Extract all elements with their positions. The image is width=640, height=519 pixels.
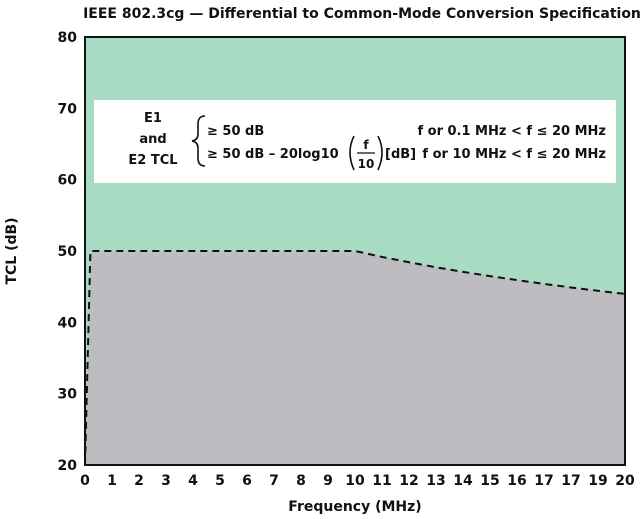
fraction-numerator: f xyxy=(363,138,369,152)
x-tick-label: 15 xyxy=(480,473,499,489)
x-axis-label: Frequency (MHz) xyxy=(288,499,421,515)
x-tick-label: 2 xyxy=(134,473,144,489)
row2-formula: ≥ 50 dB – 20log10 xyxy=(207,147,339,162)
fail-region xyxy=(85,251,625,465)
x-tick-label: 10 xyxy=(345,473,365,489)
y-tick-label: 30 xyxy=(58,387,78,403)
x-tick-label: 17 xyxy=(561,473,580,489)
x-tick-label: 3 xyxy=(161,473,171,489)
y-tick-label: 70 xyxy=(58,101,78,117)
annotation-label-1: E1 xyxy=(144,111,162,126)
y-tick-label: 50 xyxy=(58,244,78,260)
chart-title: IEEE 802.3cg — Differential to Common-Mo… xyxy=(83,6,640,22)
x-tick-label: 12 xyxy=(399,473,418,489)
x-tick-label: 7 xyxy=(269,473,279,489)
limit-line xyxy=(84,250,626,466)
annotation-label-2: and xyxy=(139,132,166,147)
x-tick-label: 17 xyxy=(534,473,553,489)
fraction-denominator: 10 xyxy=(358,157,375,171)
x-tick-label: 1 xyxy=(107,473,117,489)
y-tick-label: 60 xyxy=(58,173,78,189)
x-tick-label: 4 xyxy=(188,473,198,489)
y-tick-label: 20 xyxy=(58,458,78,474)
x-tick-label: 6 xyxy=(242,473,252,489)
paren-left xyxy=(349,135,355,171)
y-tick-label: 40 xyxy=(58,315,78,331)
annotation-box xyxy=(94,100,616,183)
x-tick-label: 8 xyxy=(296,473,306,489)
x-tick-label: 5 xyxy=(215,473,225,489)
formula-annotation: E1 and E2 TCL ≥ 50 dB f or 0.1 MHz < f ≤… xyxy=(94,100,616,183)
x-tick-label: 16 xyxy=(507,473,526,489)
paren-right xyxy=(377,135,383,171)
x-tick-label: 19 xyxy=(588,473,607,489)
x-tick-label: 14 xyxy=(453,473,473,489)
x-tick-label: 9 xyxy=(323,473,333,489)
y-tick-label: 80 xyxy=(58,30,78,46)
x-tick-label: 20 xyxy=(615,473,635,489)
brace-icon xyxy=(191,115,206,167)
row2-condition: f or 10 MHz < f ≤ 20 MHz xyxy=(422,147,606,162)
x-tick-label: 13 xyxy=(426,473,445,489)
x-tick-label: 11 xyxy=(372,473,391,489)
x-tick-label: 0 xyxy=(80,473,90,489)
y-axis-label: TCL (dB) xyxy=(4,217,20,284)
row1-formula: ≥ 50 dB xyxy=(207,124,264,139)
row2-unit: [dB] xyxy=(385,147,416,162)
plot-frame xyxy=(84,36,626,466)
annotation-label-3: E2 TCL xyxy=(128,153,177,168)
row1-condition: f or 0.1 MHz < f ≤ 20 MHz xyxy=(417,124,606,139)
